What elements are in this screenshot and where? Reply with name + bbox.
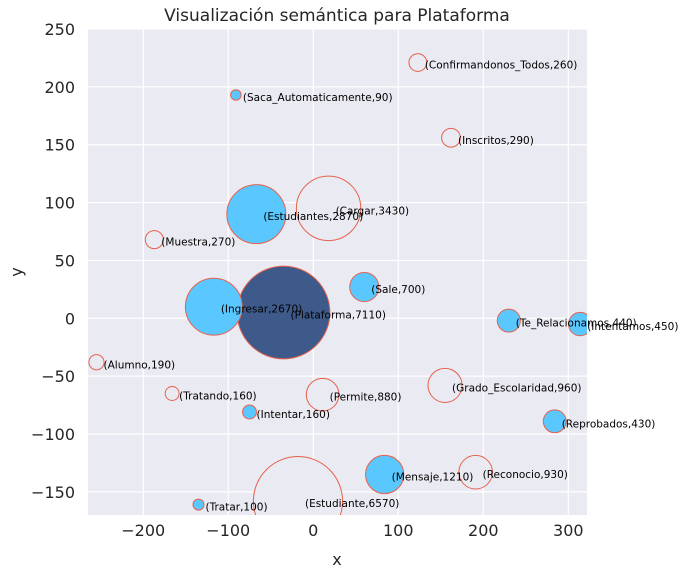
y-tick-label: −150 [31,483,75,502]
y-tick-label: −100 [31,425,75,444]
point-label: (Permite,880) [330,392,402,404]
bubble [542,409,567,434]
point-label: (Muestra,270) [161,237,235,249]
bubble [226,184,287,245]
x-tick-label: −200 [121,521,165,540]
x-axis-title: x [332,550,341,569]
point-label: (Tratando,160) [179,391,257,403]
y-tick-labels: 250 200 150 100 50 0 −50 −100 −150 [31,20,75,502]
bubble [295,175,362,242]
point-label: (Reconocio,930) [483,469,568,481]
point-label: (Intentamos,450) [587,321,678,333]
bubble [144,230,164,250]
point-label: (Reprobados,430) [562,418,656,430]
bubble [458,454,493,490]
y-tick-label: 150 [44,136,75,155]
point-label: (Alumno,190) [104,359,176,371]
point-label: (Sale,700) [371,284,425,296]
point-label: (Cargar,3430) [336,205,410,217]
point-label: (Plataforma,7110) [291,310,386,322]
bubble [427,367,463,403]
point-label: (Intentar,160) [257,409,330,421]
bubble [496,308,521,333]
bubble [305,377,340,412]
bubble [349,271,380,303]
point-label: (Saca_Automaticamente,90) [243,92,393,104]
y-tick-label: 200 [44,78,75,97]
y-tick-label: 50 [55,251,75,270]
y-tick-label: 0 [65,309,75,328]
point-labels: (Confirmandonos_Todos,260) (Saca_Automati… [104,60,679,514]
bubble [184,277,243,336]
x-tick-label: 300 [553,521,584,540]
x-tick-label: 100 [383,521,414,540]
point-label: (Estudiante,6570) [305,498,399,510]
bubble [441,127,461,148]
point-label: (Tratar,100) [206,502,268,514]
point-label: (Grado_Escolaridad,960) [452,382,581,394]
point-label: (Ingresar,2670) [221,304,302,316]
point-label: (Mensaje,1210) [392,472,474,484]
bubble [164,386,180,401]
point-label: (Estudiantes,2870) [263,211,363,223]
bubble [242,404,257,420]
y-tick-label: 250 [44,20,75,39]
chart-title: Visualización semántica para Plataforma [164,6,510,26]
bubble [230,89,242,101]
x-tick-label: 0 [308,521,318,540]
bubble [365,454,405,495]
x-tick-label: −100 [206,521,250,540]
bubble [568,311,587,337]
point-label: (Te_Relacionamos,440) [516,318,637,330]
x-tick-label: 200 [468,521,499,540]
point-label: (Inscritos,290) [458,135,534,147]
x-tick-labels: −200 −100 0 100 200 300 [121,521,583,540]
bubble [408,53,428,72]
point-label: (Confirmandonos_Todos,260) [425,60,578,72]
y-tick-label: 100 [44,194,75,213]
bubble [192,498,205,511]
y-axis-title: y [7,267,26,276]
bubble [88,354,105,371]
y-tick-label: −50 [41,367,75,386]
bubbles [88,53,587,515]
bubble [252,456,344,515]
